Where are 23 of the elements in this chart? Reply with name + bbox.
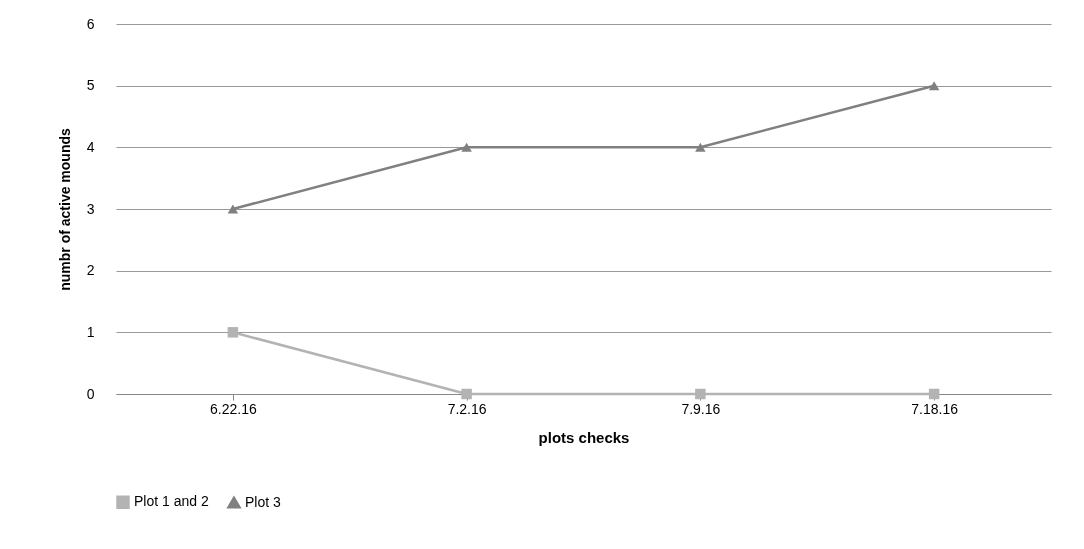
x-tick-label: 7.2.16 bbox=[447, 400, 487, 417]
point bbox=[227, 327, 239, 338]
x-tick-label: 7.18.16 bbox=[911, 400, 959, 417]
legend-label: Plot 1 and 2 bbox=[134, 493, 209, 510]
y-tick-label: 0 bbox=[86, 385, 95, 402]
y-tick-label: 3 bbox=[86, 200, 95, 217]
y-tick-label: 4 bbox=[86, 138, 95, 155]
point bbox=[695, 142, 706, 152]
point bbox=[227, 204, 239, 214]
point bbox=[695, 388, 706, 400]
y-tick-label: 2 bbox=[86, 262, 95, 279]
point bbox=[928, 388, 940, 400]
x-tick-label: 6.22.16 bbox=[210, 400, 257, 417]
x-axis-title: plots checks bbox=[538, 428, 630, 446]
y-axis-title: numbr of active mounds bbox=[56, 128, 73, 291]
point bbox=[461, 388, 472, 400]
y-tick-label: 1 bbox=[86, 323, 95, 340]
point bbox=[461, 142, 472, 152]
y-tick-label: 6 bbox=[86, 15, 95, 32]
legend-label: Plot 3 bbox=[245, 493, 282, 510]
y-tick-label: 5 bbox=[86, 77, 95, 94]
point bbox=[928, 81, 940, 91]
x-tick-label: 7.9.16 bbox=[681, 400, 721, 417]
